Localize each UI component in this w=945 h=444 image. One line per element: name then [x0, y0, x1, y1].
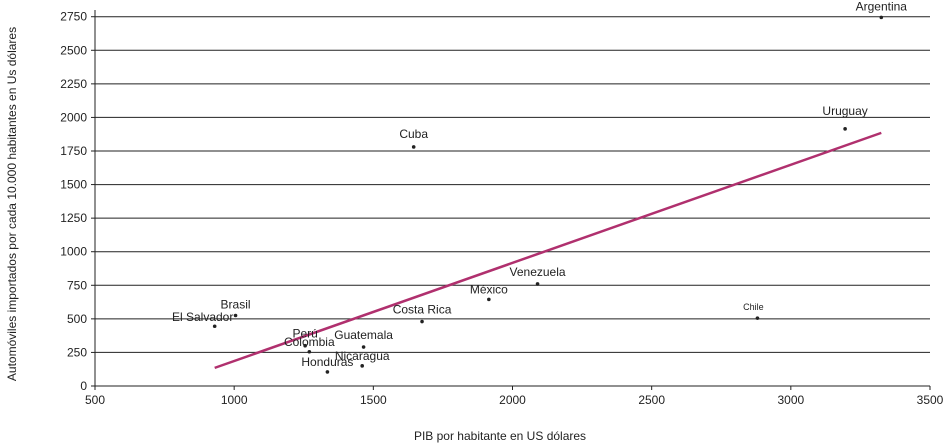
y-tick-label: 250: [67, 345, 87, 359]
x-tick-label: 2500: [638, 393, 665, 407]
label-costa-rica: Costa Rica: [393, 303, 452, 317]
y-tick-label: 1750: [60, 144, 87, 158]
point-chile: [755, 316, 760, 320]
point-m-xico: [487, 297, 491, 302]
x-axis-title: PIB por habitante en US dólares: [414, 429, 586, 443]
label-per-: Perú: [292, 327, 317, 341]
label-guatemala: Guatemala: [334, 328, 393, 342]
point-nicaragua: [360, 364, 365, 368]
x-tick-label: 3000: [777, 393, 804, 407]
x-tick-label: 500: [85, 393, 105, 407]
x-tick-label: 2000: [499, 393, 526, 407]
point-per-: [303, 343, 307, 348]
label-colombia: Colombia: [284, 335, 335, 349]
point-honduras: [325, 370, 330, 374]
y-axis-ticks: 0 250 500 750 1000 1250 1500 1750 2000 2250 2500 27…: [60, 10, 95, 393]
x-tick-label: 1000: [221, 393, 248, 407]
label-chile: Chile: [743, 302, 764, 312]
label-venezuela: Venezuela: [510, 265, 566, 279]
y-tick-label: 1250: [60, 211, 87, 225]
x-tick-label: 1500: [360, 393, 387, 407]
label-honduras: Honduras: [301, 355, 353, 369]
point-uruguay: [843, 127, 847, 131]
point-colombia: [307, 349, 312, 354]
trend-line: [214, 131, 882, 370]
point-argentina: [879, 15, 884, 20]
y-tick-label: 2500: [60, 43, 87, 57]
label-uruguay: Uruguay: [822, 104, 867, 118]
label-brasil: Brasil: [221, 298, 251, 312]
y-tick-label: 1000: [60, 245, 87, 259]
point-el-salvador: [212, 324, 217, 329]
data-points: [212, 15, 884, 374]
label-cuba: Cuba: [399, 127, 428, 141]
x-tick-label: 3500: [917, 393, 944, 407]
gridlines: [95, 16, 930, 353]
label-el-salvador: El Salvador: [172, 310, 233, 324]
point-venezuela: [535, 282, 540, 286]
y-tick-label: 2750: [60, 10, 87, 24]
label-m-xico: México: [470, 282, 508, 296]
y-tick-label: 0: [80, 379, 87, 393]
label-nicaragua: Nicaragua: [335, 349, 390, 363]
y-tick-label: 750: [67, 278, 87, 292]
point-guatemala: [361, 345, 366, 349]
point-cuba: [411, 145, 416, 149]
y-tick-label: 1500: [60, 178, 87, 192]
x-axis-ticks: 500 1000 1500 2000 2500 3000 3500: [85, 386, 944, 407]
point-brasil: [233, 313, 238, 318]
point-costa-rica: [420, 319, 424, 324]
y-tick-label: 500: [67, 312, 87, 326]
y-tick-label: 2250: [60, 77, 87, 91]
y-axis-title: Automóviles importados por cada 10.000 h…: [5, 27, 19, 381]
y-tick-label: 2000: [60, 110, 87, 124]
label-argentina: Argentina: [856, 0, 908, 13]
